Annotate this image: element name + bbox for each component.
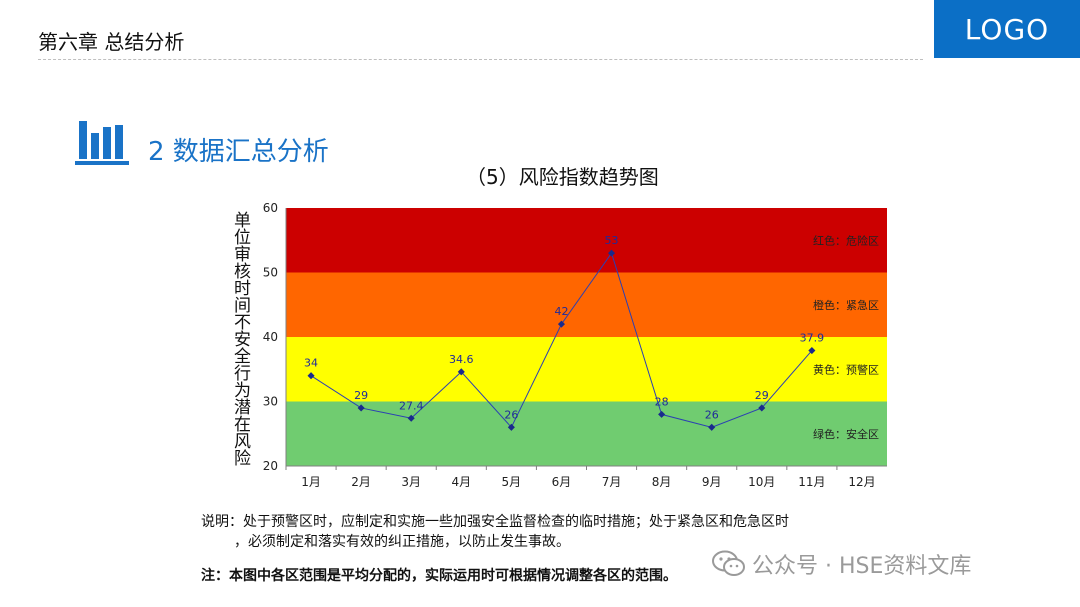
x-tick-label: 9月 [702, 475, 722, 489]
y-tick-label: 50 [263, 266, 278, 280]
zone-label: 橙色：紧急区 [813, 298, 879, 312]
x-axis-ticks: 1月 2月 3月 4月 5月 6月 7月 8月 9月 10月 11月 12月 [285, 466, 876, 489]
data-point [658, 410, 666, 418]
data-label: 42 [554, 305, 568, 318]
y-axis-label: 单位审核时间不安全行为潜在风险 [230, 211, 250, 466]
explanation-note: 说明：处于预警区时，应制定和实施一些加强安全监督检查的临时措施；处于紧急区和危急… [201, 512, 931, 552]
x-tick-label: 8月 [652, 475, 672, 489]
data-point [507, 423, 515, 431]
chart-title: （5）风险指数趋势图 [466, 165, 659, 189]
x-tick-label: 5月 [502, 475, 522, 489]
x-tick-label: 3月 [401, 475, 421, 489]
y-tick-label: 30 [263, 395, 278, 409]
zone-band [286, 337, 887, 402]
data-label: 26 [705, 408, 719, 421]
data-label: 53 [605, 234, 619, 247]
header-divider [38, 59, 923, 60]
data-label: 29 [354, 389, 368, 402]
x-tick-label: 10月 [748, 475, 775, 489]
data-label: 29 [755, 389, 769, 402]
zone-band [286, 208, 887, 273]
logo: LOGO [934, 0, 1080, 58]
x-tick-label: 11月 [798, 475, 825, 489]
logo-text: LOGO [964, 12, 1050, 46]
y-tick-label: 40 [263, 330, 278, 344]
x-tick-label: 7月 [602, 475, 622, 489]
section-title: 2 数据汇总分析 [148, 137, 329, 167]
zone-label: 红色：危险区 [813, 233, 879, 247]
zone-label: 黄色：预警区 [813, 362, 879, 376]
y-tick-label: 20 [263, 459, 278, 473]
zone-band [286, 272, 887, 337]
data-label: 28 [655, 395, 669, 408]
data-labels: 34 29 27.4 34.6 26 42 53 28 26 29 37.9 [304, 234, 824, 421]
x-tick-label: 6月 [552, 475, 572, 489]
x-tick-label: 2月 [351, 475, 371, 489]
bold-note: 注：本图中各区范围是平均分配的，实际运用时可根据情况调整各区的范围。 [201, 568, 677, 584]
y-axis-ticks: 20 30 40 50 60 [263, 201, 278, 473]
bar-chart-icon [75, 121, 129, 165]
watermark-text: 公众号 · HSE资料文库 [752, 554, 972, 579]
y-tick-label: 60 [263, 201, 278, 215]
watermark: 公众号 · HSE资料文库 [712, 548, 971, 580]
explanation-line-1: 说明：处于预警区时，应制定和实施一些加强安全监督检查的临时措施；处于紧急区和危急… [201, 514, 789, 530]
zone-band [286, 401, 887, 466]
x-tick-label: 1月 [301, 475, 321, 489]
data-label: 27.4 [399, 399, 424, 412]
x-tick-label: 4月 [451, 475, 471, 489]
data-point [808, 347, 816, 355]
explanation-line-2: ，必须制定和落实有效的纠正措施，以防止发生事故。 [234, 534, 570, 550]
data-label: 37.9 [800, 332, 825, 345]
data-label: 26 [504, 408, 518, 421]
data-label: 34.6 [449, 353, 474, 366]
x-tick-label: 12月 [848, 475, 875, 489]
chapter-title: 第六章 总结分析 [38, 30, 185, 54]
wechat-icon [712, 550, 745, 576]
data-point [357, 404, 365, 412]
data-label: 34 [304, 357, 318, 370]
zone-label: 绿色：安全区 [813, 427, 879, 441]
